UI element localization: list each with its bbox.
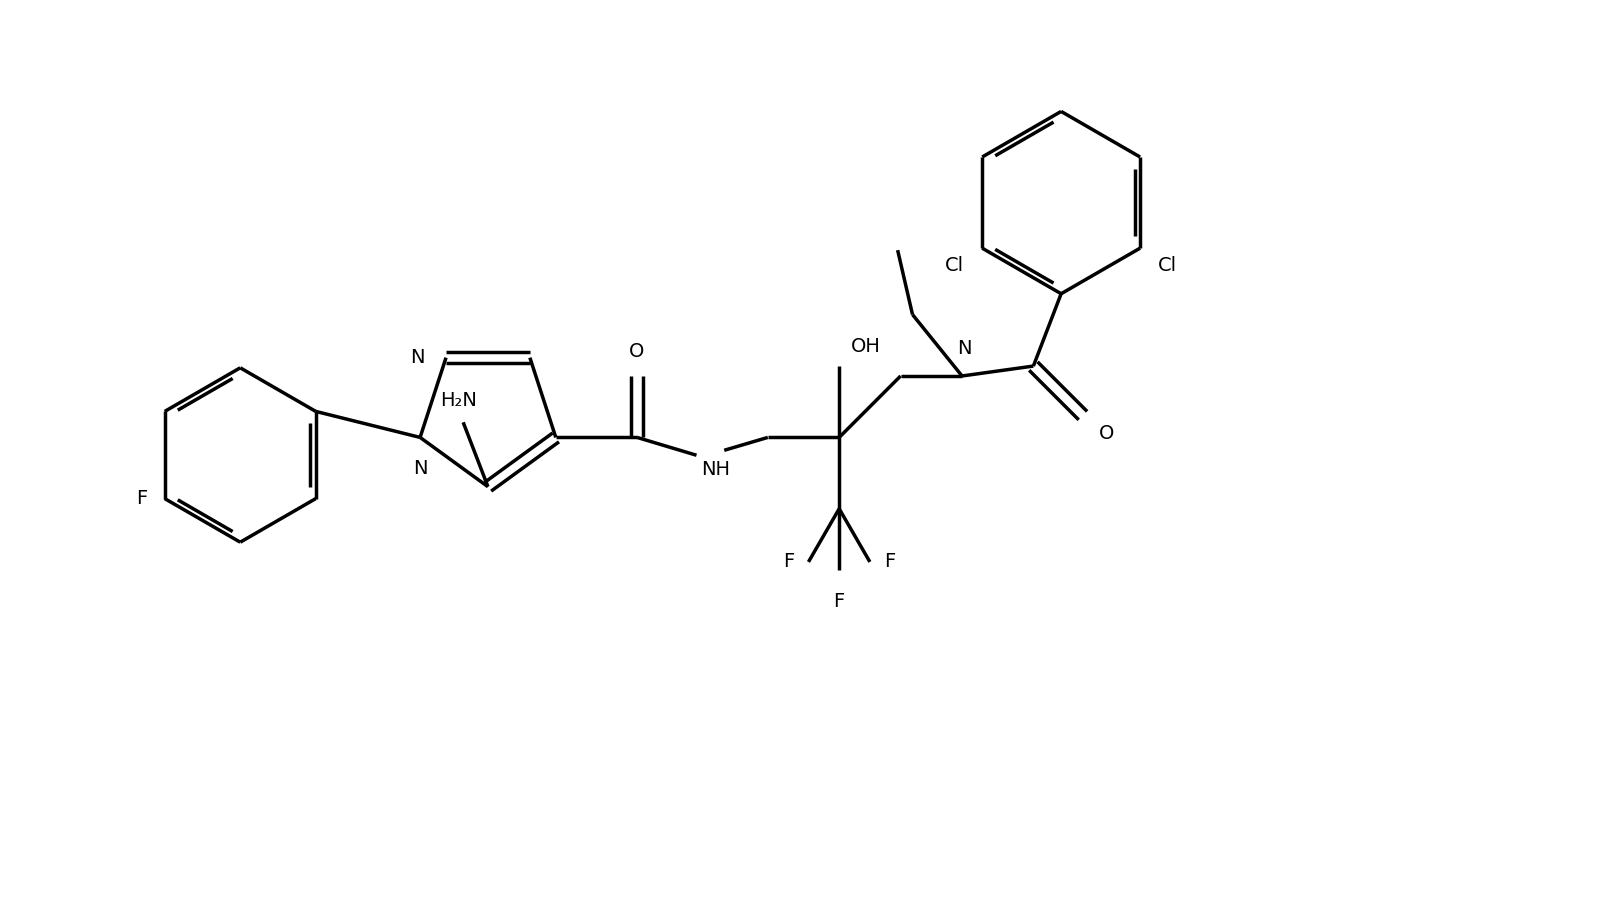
- Text: Cl: Cl: [946, 256, 964, 275]
- Text: F: F: [833, 592, 844, 611]
- Text: NH: NH: [702, 460, 731, 480]
- Text: OH: OH: [851, 338, 881, 356]
- Text: N: N: [410, 349, 424, 367]
- Text: N: N: [957, 339, 972, 359]
- Text: F: F: [884, 552, 896, 571]
- Text: O: O: [1099, 423, 1114, 442]
- Text: H₂N: H₂N: [439, 391, 476, 410]
- Text: F: F: [783, 552, 794, 571]
- Text: O: O: [629, 342, 644, 361]
- Text: Cl: Cl: [1157, 256, 1177, 275]
- Text: F: F: [136, 489, 147, 508]
- Text: N: N: [413, 460, 428, 479]
